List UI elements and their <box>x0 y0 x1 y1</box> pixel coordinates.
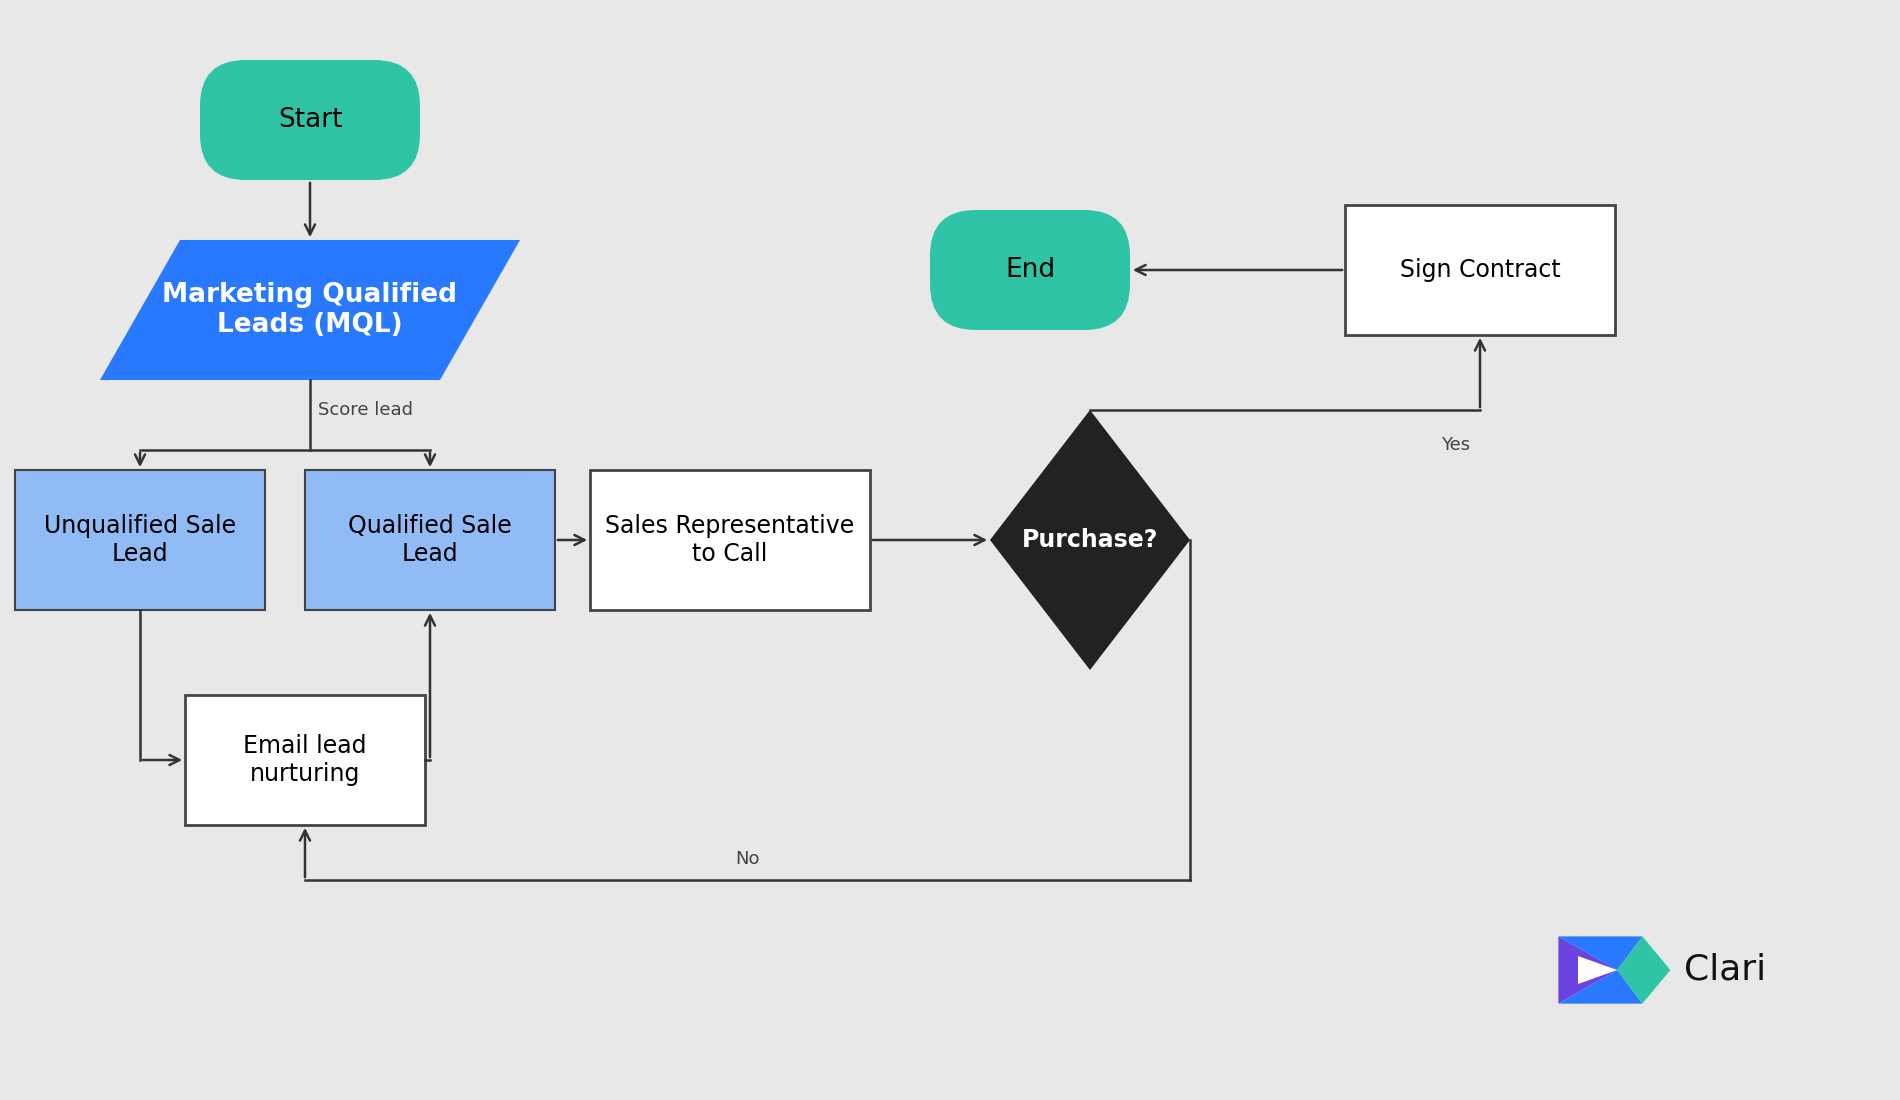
Polygon shape <box>1558 936 1617 1003</box>
Polygon shape <box>1558 936 1642 970</box>
Text: End: End <box>1005 257 1054 283</box>
Text: Sales Representative
to Call: Sales Representative to Call <box>606 514 855 565</box>
Bar <box>15 470 264 610</box>
Bar <box>184 695 426 825</box>
Text: No: No <box>735 850 760 868</box>
Text: Unqualified Sale
Lead: Unqualified Sale Lead <box>44 514 236 565</box>
Text: Qualified Sale
Lead: Qualified Sale Lead <box>348 514 511 565</box>
Polygon shape <box>1558 970 1642 1003</box>
Bar <box>591 470 870 610</box>
Text: Score lead: Score lead <box>317 402 412 419</box>
Text: Email lead
nurturing: Email lead nurturing <box>243 734 367 785</box>
Text: Yes: Yes <box>1440 436 1471 454</box>
Polygon shape <box>1579 956 1617 984</box>
Text: Clari: Clari <box>1685 953 1767 987</box>
Bar <box>1345 205 1615 336</box>
Polygon shape <box>101 240 521 380</box>
FancyBboxPatch shape <box>200 60 420 180</box>
Text: Purchase?: Purchase? <box>1022 528 1159 552</box>
Text: Start: Start <box>277 107 342 133</box>
Text: Sign Contract: Sign Contract <box>1400 258 1560 282</box>
Polygon shape <box>990 410 1189 670</box>
Text: Marketing Qualified
Leads (MQL): Marketing Qualified Leads (MQL) <box>163 282 458 338</box>
Bar <box>306 470 555 610</box>
Polygon shape <box>1617 936 1670 1003</box>
FancyBboxPatch shape <box>929 210 1130 330</box>
